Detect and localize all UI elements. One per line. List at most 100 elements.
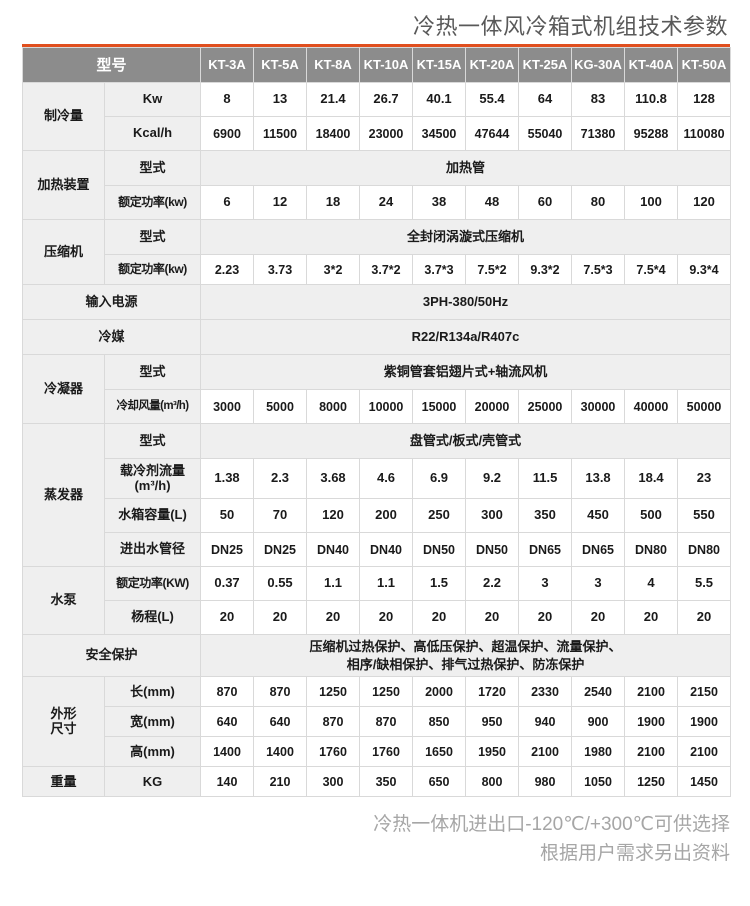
cell-cooling-kw-7: 83 (571, 82, 626, 118)
cell-pipe-diameter-6: DN65 (518, 532, 573, 568)
safety-protection-line2: 相序/缺相保护、排气过热保护、防冻保护 (346, 656, 585, 672)
cell-tank-capacity-9: 550 (677, 498, 732, 534)
cell-compressor-power-4: 3.7*3 (412, 254, 467, 286)
cell-heating-type-value: 加热管 (200, 150, 732, 187)
sub-label-kg: KG (103, 766, 202, 798)
cell-pump-power-0: 0.37 (200, 566, 255, 602)
cell-pipe-diameter-7: DN65 (571, 532, 626, 568)
cell-pump-head-6: 20 (518, 600, 573, 636)
cell-height-6: 2100 (518, 736, 573, 768)
cell-pump-head-0: 20 (200, 600, 255, 636)
cell-tank-capacity-4: 250 (412, 498, 467, 534)
cell-heating-power-1: 12 (253, 185, 308, 221)
cell-cooling-kw-0: 8 (200, 82, 255, 118)
cell-length-8: 2100 (624, 676, 679, 708)
cell-compressor-power-5: 7.5*2 (465, 254, 520, 286)
table-row-input-power: 输入电源 3PH-380/50Hz (21, 284, 732, 321)
cell-width-1: 640 (253, 706, 308, 738)
cell-height-5: 1950 (465, 736, 520, 768)
header-model-3: KT-10A (359, 47, 414, 84)
cell-cooling-kcal-2: 18400 (306, 116, 361, 152)
cell-weight-7: 1050 (571, 766, 626, 798)
cell-cooling-kw-6: 64 (518, 82, 573, 118)
cell-coolant-flow-5: 9.2 (465, 458, 520, 500)
cell-coolant-flow-7: 13.8 (571, 458, 626, 500)
table-row-pump-head: 杨程(L) 20 20 20 20 20 20 20 20 20 20 (23, 600, 732, 636)
cell-pump-power-6: 3 (518, 566, 573, 602)
cell-condenser-type-value: 紫铜管套铝翅片式+轴流风机 (200, 354, 732, 391)
cell-coolant-flow-3: 4.6 (359, 458, 414, 500)
header-model-4: KT-15A (412, 47, 467, 84)
cell-weight-0: 140 (200, 766, 255, 798)
header-model-8: KT-40A (624, 47, 679, 84)
table-row-compressor-type: 压缩机 型式 全封闭涡漩式压缩机 (22, 219, 732, 286)
cell-pump-head-7: 20 (571, 600, 626, 636)
group-label-evaporator: 蒸发器 (22, 423, 105, 568)
cell-weight-3: 350 (359, 766, 414, 798)
cell-cooling-kcal-4: 34500 (412, 116, 467, 152)
group-label-heating-device: 加热装置 (22, 150, 105, 221)
cell-compressor-power-9: 9.3*4 (677, 254, 732, 286)
cell-length-6: 2330 (518, 676, 573, 708)
sub-label-compressor-type: 型式 (103, 219, 202, 256)
cell-pump-power-2: 1.1 (306, 566, 361, 602)
group-label-water-pump: 水泵 (22, 566, 105, 636)
sub-label-length: 长(mm) (103, 676, 202, 708)
cell-cooling-kcal-3: 23000 (359, 116, 414, 152)
cell-refrigerant-value: R22/R134a/R407c (200, 319, 732, 356)
cell-coolant-flow-9: 23 (677, 458, 732, 500)
cell-pump-head-1: 20 (253, 600, 308, 636)
cell-pump-head-5: 20 (465, 600, 520, 636)
cell-weight-9: 1450 (677, 766, 732, 798)
cell-height-3: 1760 (359, 736, 414, 768)
cell-cooling-kw-1: 13 (253, 82, 308, 118)
cell-heating-power-6: 60 (518, 185, 573, 221)
cell-tank-capacity-0: 50 (200, 498, 255, 534)
cell-cooling-kw-9: 128 (677, 82, 732, 118)
cell-coolant-flow-1: 2.3 (253, 458, 308, 500)
header-model-label: 型号 (21, 47, 202, 84)
sub-label-coolant-flow-line1: 载冷剂流量 (120, 462, 186, 478)
cell-heating-power-9: 120 (677, 185, 732, 221)
cell-tank-capacity-1: 70 (253, 498, 308, 534)
cell-pump-power-8: 4 (624, 566, 679, 602)
cell-coolant-flow-6: 11.5 (518, 458, 573, 500)
cell-cooling-kcal-5: 47644 (465, 116, 520, 152)
cell-pipe-diameter-3: DN40 (359, 532, 414, 568)
table-row-weight: 重量 KG 140 210 300 350 650 800 980 1050 1… (22, 766, 732, 798)
cell-cooling-kw-5: 55.4 (465, 82, 520, 118)
group-label-safety-protection: 安全保护 (21, 634, 202, 678)
sub-label-pump-head: 杨程(L) (103, 600, 202, 636)
group-label-weight: 重量 (22, 766, 105, 798)
group-label-compressor: 压缩机 (22, 219, 105, 286)
sub-label-heating-type: 型式 (103, 150, 202, 187)
cell-width-8: 1900 (624, 706, 679, 738)
sub-label-height: 高(mm) (103, 736, 202, 768)
cell-input-power-value: 3PH-380/50Hz (200, 284, 732, 321)
cell-compressor-power-7: 7.5*3 (571, 254, 626, 286)
table-row-pipe-diameter: 进出水管径 DN25 DN25 DN40 DN40 DN50 DN50 DN65… (23, 532, 732, 568)
cell-pipe-diameter-5: DN50 (465, 532, 520, 568)
cell-heating-power-5: 48 (465, 185, 520, 221)
cell-heating-power-7: 80 (571, 185, 626, 221)
header-model-2: KT-8A (306, 47, 361, 84)
cell-evaporator-type-value: 盘管式/板式/壳管式 (200, 423, 732, 460)
cell-compressor-power-3: 3.7*2 (359, 254, 414, 286)
sub-label-width: 宽(mm) (103, 706, 202, 738)
cell-width-2: 870 (306, 706, 361, 738)
group-label-dimensions: 外形 尺寸 (22, 676, 105, 768)
cell-compressor-power-2: 3*2 (306, 254, 361, 286)
table-row-safety-protection: 安全保护 压缩机过热保护、高低压保护、超温保护、流量保护、 相序/缺相保护、排气… (21, 634, 732, 678)
cell-height-4: 1650 (412, 736, 467, 768)
cell-cooling-kcal-0: 6900 (200, 116, 255, 152)
cell-pump-power-7: 3 (571, 566, 626, 602)
cell-pump-head-9: 20 (677, 600, 732, 636)
table-row-refrigerant: 冷媒 R22/R134a/R407c (21, 319, 732, 356)
table-row-cooling-kcal: Kcal/h 6900 11500 18400 23000 34500 4764… (23, 116, 732, 152)
cell-cooling-kcal-7: 71380 (571, 116, 626, 152)
group-label-input-power: 输入电源 (21, 284, 202, 321)
table-row-condenser-type: 冷凝器 型式 紫铜管套铝翅片式+轴流风机 (22, 354, 732, 425)
cell-width-9: 1900 (677, 706, 732, 738)
cell-height-0: 1400 (200, 736, 255, 768)
sub-label-water-pipe-diameter: 进出水管径 (103, 532, 202, 568)
